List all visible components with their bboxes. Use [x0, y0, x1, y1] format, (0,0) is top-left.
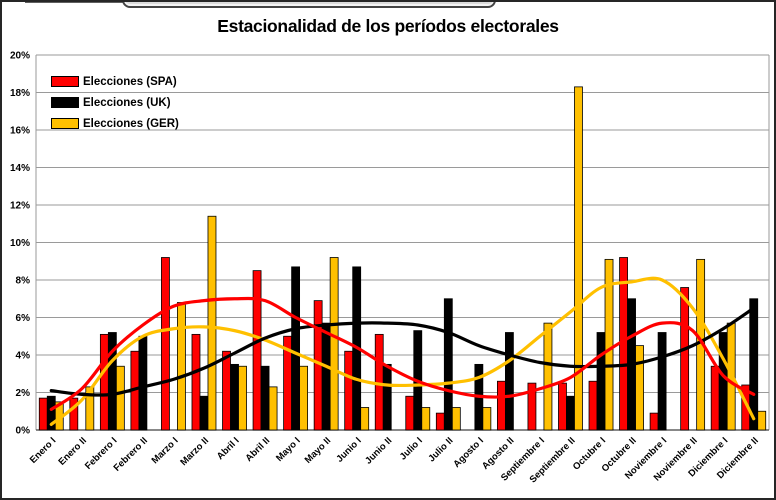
bar-elecciones--ger-: [329, 257, 339, 431]
bar-elecciones--ger-: [543, 322, 553, 431]
legend-swatch-spa: [51, 76, 79, 87]
bar-elecciones--spa-: [649, 412, 659, 431]
bar-elecciones--spa-: [222, 350, 231, 431]
legend-swatch-uk: [51, 97, 79, 108]
bar-elecciones--uk-: [749, 298, 759, 431]
y-tick-label: 10%: [10, 238, 30, 249]
bar-elecciones--ger-: [482, 407, 492, 431]
bar-elecciones--uk-: [321, 322, 331, 431]
bar-elecciones--spa-: [405, 395, 415, 431]
bar-elecciones--ger-: [207, 215, 217, 431]
bar-elecciones--ger-: [238, 365, 247, 431]
x-tick-label: Abril II: [244, 435, 273, 464]
y-tick-label: 2%: [16, 388, 31, 399]
x-tick-label: Junio II: [363, 435, 394, 466]
bar-elecciones--uk-: [291, 266, 301, 431]
bar-elecciones--uk-: [230, 363, 239, 431]
bar-elecciones--ger-: [451, 407, 461, 431]
bar-elecciones--uk-: [443, 298, 453, 431]
legend: Elecciones (SPA) Elecciones (UK) Eleccio…: [51, 71, 179, 134]
y-tick-label: 8%: [16, 276, 31, 287]
x-tick-label: Julio I: [398, 435, 425, 462]
bar-elecciones--ger-: [299, 365, 309, 431]
x-tick-label: Enero I: [28, 435, 59, 466]
bar-elecciones--spa-: [191, 333, 201, 431]
y-tick-label: 18%: [10, 88, 30, 99]
y-tick-label: 20%: [10, 51, 30, 62]
bar-elecciones--ger-: [604, 258, 614, 431]
bar-elecciones--spa-: [252, 270, 262, 431]
bar-elecciones--spa-: [527, 382, 537, 431]
trend-line-elecciones--ger--suavizado: [49, 276, 756, 426]
x-tick-label: Mayo I: [274, 435, 303, 464]
bar-elecciones--spa-: [435, 412, 445, 431]
bar-elecciones--spa-: [588, 380, 598, 431]
y-tick-label: 16%: [10, 126, 30, 137]
x-tick-label: Marzo I: [150, 435, 181, 466]
bar-elecciones--ger-: [757, 410, 767, 431]
legend-label-uk: Elecciones (UK): [83, 96, 171, 109]
legend-swatch-ger: [51, 118, 79, 129]
legend-item-ger: Elecciones (GER): [51, 113, 179, 134]
legend-item-uk: Elecciones (UK): [51, 92, 179, 113]
bar-elecciones--ger-: [268, 386, 278, 431]
bar-elecciones--spa-: [344, 350, 354, 431]
bar-elecciones--ger-: [574, 86, 583, 431]
bar-elecciones--spa-: [710, 365, 720, 431]
y-tick-label: 12%: [10, 201, 30, 212]
bar-elecciones--spa-: [38, 397, 48, 431]
bar-elecciones--ger-: [635, 345, 644, 431]
bar-elecciones--spa-: [680, 287, 690, 431]
x-tick-label: Abril I: [215, 435, 242, 462]
y-tick-label: 4%: [16, 351, 31, 362]
legend-item-spa: Elecciones (SPA): [51, 71, 179, 92]
bar-elecciones--ger-: [360, 407, 370, 431]
bar-elecciones--spa-: [161, 257, 170, 431]
bar-elecciones--spa-: [69, 397, 79, 431]
trend-line-elecciones--uk--suavizado: [49, 306, 756, 397]
bar-elecciones--uk-: [504, 332, 514, 431]
bar-elecciones--uk-: [596, 332, 606, 431]
bar-elecciones--ger-: [177, 302, 186, 431]
bar-elecciones--uk-: [657, 332, 667, 431]
x-tick-label: Marzo II: [178, 435, 211, 468]
chart-title: Estacionalidad de los períodos electoral…: [217, 16, 559, 36]
y-tick-label: 6%: [16, 313, 31, 324]
clipped-floating-toolbar: [122, 0, 496, 8]
x-tick-label: Julio II: [426, 435, 455, 464]
bar-elecciones--spa-: [558, 382, 567, 431]
bar-elecciones--uk-: [566, 395, 575, 431]
legend-label-ger: Elecciones (GER): [83, 117, 179, 130]
trend-line-elecciones--spa--suavizado: [49, 296, 756, 411]
x-tick-label: Mayo II: [303, 435, 334, 466]
x-tick-label: Junio I: [334, 435, 363, 464]
bar-elecciones--ger-: [115, 365, 125, 431]
bar-elecciones--uk-: [199, 395, 209, 431]
bar-elecciones--spa-: [496, 380, 506, 431]
bar-elecciones--ger-: [85, 386, 95, 431]
bar-elecciones--ger-: [421, 407, 431, 431]
bar-elecciones--uk-: [382, 363, 392, 431]
bar-elecciones--uk-: [718, 332, 728, 431]
y-tick-label: 0%: [16, 426, 31, 437]
bar-elecciones--uk-: [260, 365, 270, 431]
bar-elecciones--uk-: [138, 335, 148, 431]
y-tick-label: 14%: [10, 163, 30, 174]
bar-elecciones--spa-: [99, 333, 109, 431]
legend-label-spa: Elecciones (SPA): [83, 75, 177, 88]
